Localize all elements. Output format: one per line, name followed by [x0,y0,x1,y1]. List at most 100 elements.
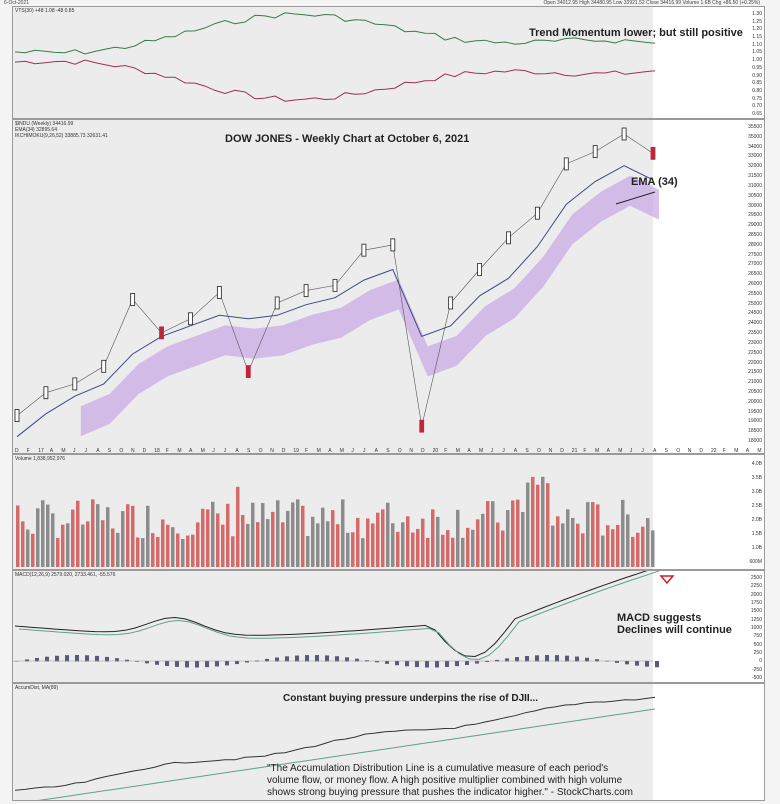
price-x-tick: N [409,448,413,454]
volume-bar [151,533,155,567]
macd-histogram-bar [545,655,549,662]
macd-histogram-bar [185,661,189,668]
vts-y-tick: 1.05 [752,49,762,56]
macd-histogram-bar [105,656,109,662]
price-candle [303,284,309,298]
price-x-tick: J [351,448,354,454]
macd-histogram-bar [635,661,639,666]
volume-bar [326,521,330,567]
volume-y-tick: 3.5B [751,475,762,481]
macd-histogram-bar [295,655,299,662]
macd-y-tick: 2500 [750,575,762,581]
vts-lines [14,12,656,102]
macd-histogram-bar [525,656,529,662]
volume-bar [571,517,575,567]
price-x-tick: F [27,448,30,454]
accdist-quote-3: shows strong buying pressure that pushes… [267,787,633,798]
volume-bar [316,523,320,567]
macd-histogram-bar [35,657,39,662]
macd-histogram-bar [415,661,419,668]
volume-bar [566,509,570,567]
price-x-tick: D [699,448,703,454]
macd-histogram-bar [625,661,629,665]
price-x-tick: O [398,448,402,454]
volume-bar [586,502,590,567]
volume-bar [221,524,225,567]
price-x-tick: 22 [711,448,717,454]
price-x-tick: A [235,448,239,454]
accdist-ma-line [38,708,656,800]
price-x-tick: A [328,448,332,454]
volume-bar [386,502,390,567]
price-y-tick: 25500 [748,290,762,297]
volume-bar [581,533,585,567]
volume-bar [486,501,490,567]
volume-bar [281,522,285,567]
volume-bar [191,534,195,567]
volume-bar [206,509,210,567]
price-y-tick: 18000 [748,438,762,444]
macd-histogram-bar [285,656,289,662]
macd-histogram-bar [135,661,139,662]
macd-histogram-bar [155,661,159,665]
volume-bar [576,523,580,567]
macd-histogram-bar [585,657,589,662]
macd-histogram-bar [495,659,499,662]
macd-y-tick: 1000 [750,625,762,631]
volume-bar [611,529,615,567]
macd-y-tick: 0 [759,658,762,665]
volume-bar [356,517,360,567]
price-candle [245,365,251,379]
volume-bar [156,536,160,567]
macd-y-tick: 1500 [750,608,762,615]
price-x-tick: M [618,448,622,454]
price-x-tick: J [363,448,366,454]
volume-bar [56,538,60,567]
price-x-tick: N [549,448,553,454]
price-y-tick: 30500 [748,192,762,199]
price-y-tick: 29000 [748,222,762,229]
vts-y-tick: 0.90 [752,72,762,79]
price-x-tick: J [641,448,644,454]
price-x-tick: J [212,448,215,454]
price-x-tick: M [757,448,761,454]
volume-bar [306,535,310,567]
volume-bar [231,536,235,567]
volume-y-tick: 2.5B [751,503,762,509]
volume-bar [16,505,20,567]
price-legend-2: EMA(34) 32895.64 [15,127,57,133]
volume-bar [526,482,530,567]
volume-bar [341,499,345,567]
vts-y-tick: 1.20 [752,26,762,33]
chart-header: 6-Oct-2021 Open 34012.95 High 34480.95 L… [0,0,780,6]
vts-y-tick: 0.85 [752,80,762,87]
price-x-tick: 20 [433,448,439,454]
macd-panel: MACD(12,26,9) 2579.020, 2733.461, -55.57… [12,570,765,683]
macd-histogram-bar [25,659,29,662]
volume-bar [331,510,335,567]
macd-histogram-bar [485,661,489,662]
price-x-tick: A [96,448,100,454]
price-candle [621,127,627,141]
price-x-tick: J [73,448,76,454]
price-y-tick: 18500 [748,428,762,435]
price-x-tick: A [746,448,750,454]
price-candle [274,296,280,310]
vts-y-tick: 0.75 [752,95,762,102]
volume-bar [516,499,520,567]
volume-bar [491,501,495,567]
price-x-tick: M [317,448,321,454]
volume-bar [236,486,240,567]
price-x-tick: O [119,448,123,454]
macd-histogram-bar [475,661,479,664]
volume-bar [301,505,305,567]
vts-y-tick: 1.00 [752,57,762,64]
macd-histogram-bar [455,661,459,667]
macd-y-tick: 2000 [750,591,762,598]
vts-legend: VTS(30) +48 1.08 -48 0.85 [15,8,75,14]
price-x-tick: J [85,448,88,454]
macd-signal-line [18,571,660,661]
macd-histogram-bar [165,661,169,666]
volume-bar [96,504,100,567]
volume-bar [291,502,295,567]
